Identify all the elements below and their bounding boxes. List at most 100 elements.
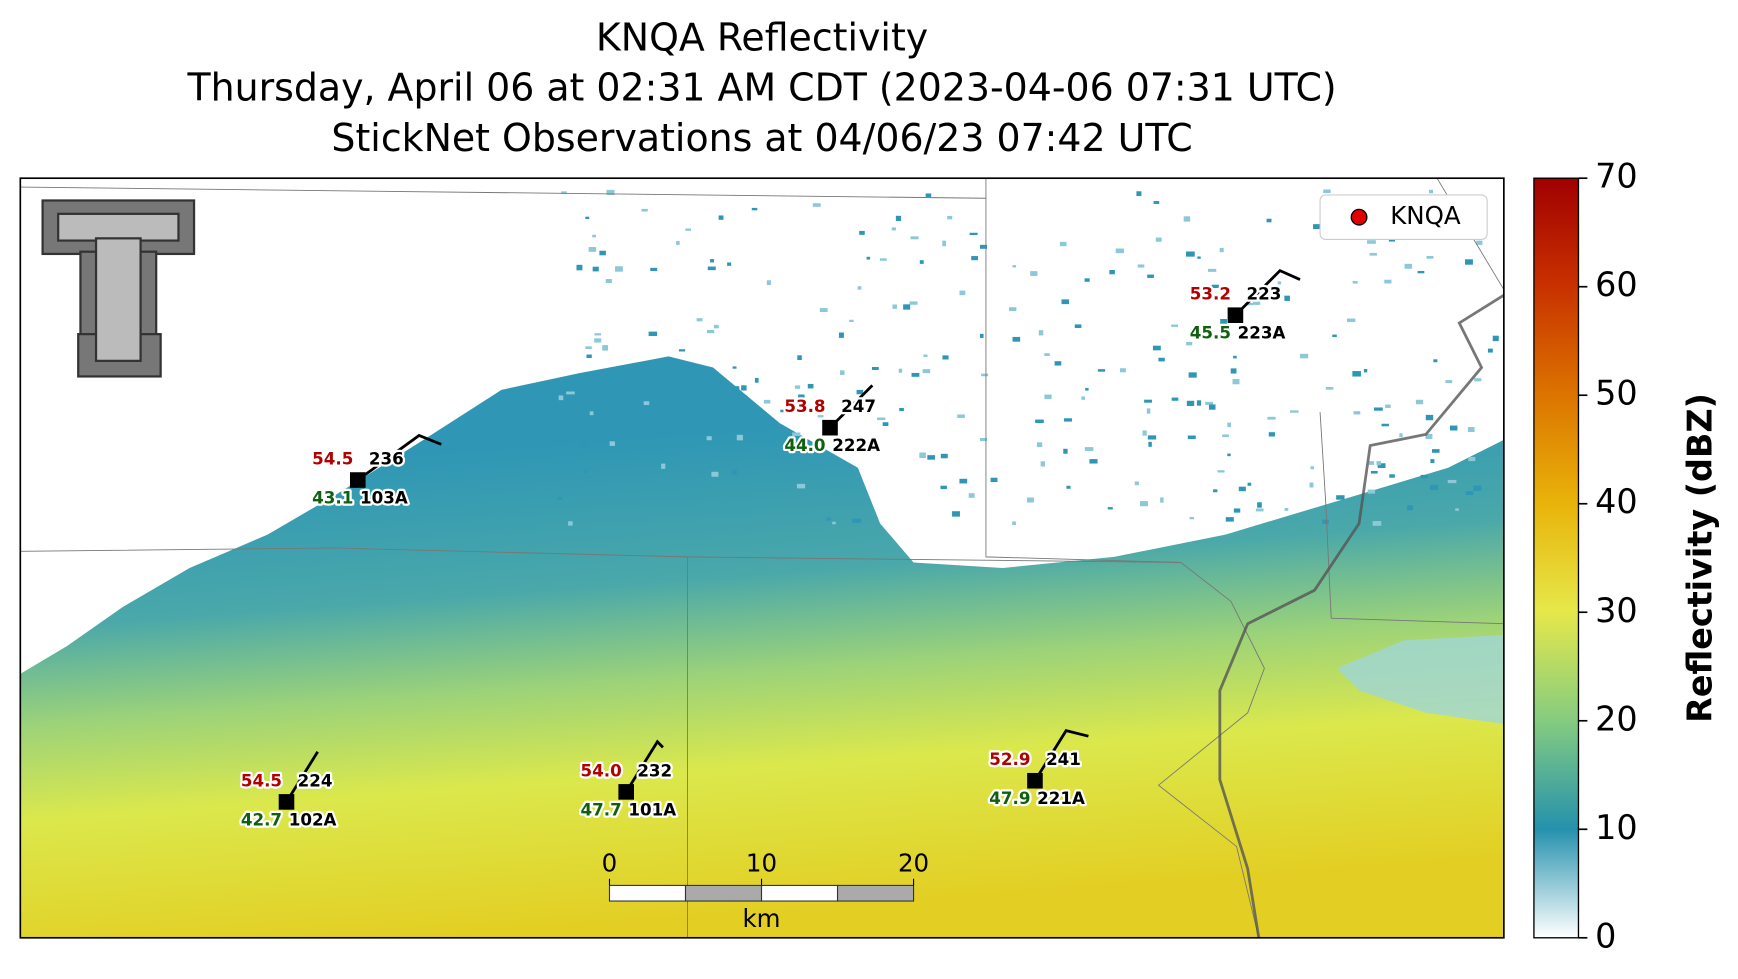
echo-speck: [798, 394, 805, 400]
echo-speck: [1227, 422, 1231, 428]
legend-label: KNQA: [1390, 201, 1461, 230]
echo-speck: [1061, 299, 1069, 305]
echo-speck: [1363, 369, 1368, 373]
echo-speck: [1233, 508, 1241, 513]
echo-speck: [1171, 397, 1179, 401]
colorbar-tick-label: 10: [1595, 808, 1638, 847]
echo-speck: [1465, 491, 1474, 496]
colorbar-tick-label: 0: [1595, 916, 1616, 955]
echo-speck: [857, 286, 862, 290]
echo-speck: [1185, 251, 1195, 257]
echo-speck: [1012, 336, 1021, 342]
echo-speck: [1097, 369, 1106, 372]
echo-speck: [1147, 435, 1157, 440]
echo-speck: [1189, 516, 1195, 520]
echo-speck: [899, 408, 904, 412]
dewpoint: 47.7: [581, 799, 622, 819]
echo-speck: [852, 518, 862, 523]
temperature: 53.2: [1190, 284, 1231, 304]
temperature: 54.5: [241, 770, 282, 790]
legend: KNQA: [1319, 194, 1488, 241]
echo-speck: [1284, 508, 1289, 511]
dewpoint: 47.9: [989, 788, 1030, 808]
echo-speck: [947, 215, 953, 220]
echo-speck: [1186, 400, 1195, 406]
echo-speck: [1257, 502, 1262, 508]
echo-speck: [588, 247, 597, 252]
echo-speck: [1109, 270, 1115, 275]
echo-speck: [676, 241, 680, 245]
wind-barb: [1033, 729, 1089, 782]
dewpoint: 44.0: [784, 435, 825, 455]
echo-speck: [1066, 485, 1071, 489]
echo-speck: [1148, 441, 1152, 447]
station-id: 103A: [360, 487, 408, 507]
echo-speck: [1415, 399, 1424, 405]
echo-speck: [879, 258, 887, 261]
title-line-2: Thursday, April 06 at 02:31 AM CDT (2023…: [186, 66, 1336, 110]
colorbar-tick-label: 50: [1595, 374, 1638, 413]
echo-speck: [1370, 470, 1378, 474]
echo-speck: [940, 453, 948, 459]
echo-speck: [1332, 334, 1337, 338]
echo-speck: [980, 244, 988, 249]
echo-speck: [971, 256, 978, 261]
echo-speck: [959, 290, 966, 296]
echo-speck: [838, 332, 844, 338]
echo-speck: [1222, 434, 1229, 438]
echo-speck: [754, 377, 759, 383]
station-value: 241: [1046, 749, 1081, 769]
echo-speck: [1433, 359, 1438, 363]
echo-speck: [1487, 348, 1493, 353]
echo-speck: [609, 441, 615, 446]
echo-speck: [1255, 508, 1264, 512]
echo-speck: [1464, 259, 1473, 265]
echo-speck: [1036, 442, 1043, 448]
echo-speck: [1146, 408, 1151, 414]
echo-speck: [1012, 521, 1016, 526]
station-value: 232: [637, 760, 672, 780]
echo-speck: [1158, 357, 1165, 362]
plot-frame: [19, 177, 1505, 939]
echo-speck: [592, 234, 596, 238]
echo-speck: [1431, 449, 1440, 453]
echo-speck: [1208, 268, 1217, 272]
legend-marker: [1350, 208, 1368, 226]
echo-speck: [1230, 368, 1237, 374]
echo-speck: [566, 391, 575, 395]
colorbar-tick-label: 20: [1595, 699, 1638, 738]
echo-speck: [1267, 416, 1276, 420]
dewpoint: 42.7: [241, 809, 282, 829]
station-id: 102A: [289, 809, 337, 829]
echo-speck: [1213, 489, 1218, 493]
station-value: 247: [841, 396, 876, 416]
echo-speck: [1219, 247, 1224, 253]
echo-speck: [1085, 387, 1089, 391]
echo-speck: [1137, 264, 1145, 268]
wind-barb: [625, 739, 664, 793]
echo-speck: [585, 346, 592, 350]
echo-speck: [1160, 497, 1164, 503]
echo-speck: [807, 383, 814, 389]
echo-speck: [561, 191, 567, 194]
dewpoint: 43.1: [312, 487, 353, 507]
echo-speck: [856, 389, 864, 395]
echo-speck: [579, 382, 588, 387]
station-marker: [1227, 307, 1244, 323]
echo-speck: [1136, 191, 1142, 197]
echo-speck: [919, 260, 924, 264]
echo-speck: [979, 333, 984, 338]
echo-speck: [780, 409, 787, 413]
echo-speck: [968, 493, 975, 498]
station-id: 101A: [628, 799, 676, 819]
colorbar-tick-label: 40: [1595, 482, 1638, 521]
title-line-3: StickNet Observations at 04/06/23 07:42 …: [331, 116, 1192, 160]
station-marker: [278, 794, 295, 810]
echo-speck: [817, 415, 824, 418]
echo-speck: [1205, 401, 1214, 405]
echo-speck: [1183, 216, 1191, 222]
echo-speck: [685, 228, 691, 231]
echo-speck: [942, 355, 949, 360]
station-id: 221A: [1037, 788, 1085, 808]
